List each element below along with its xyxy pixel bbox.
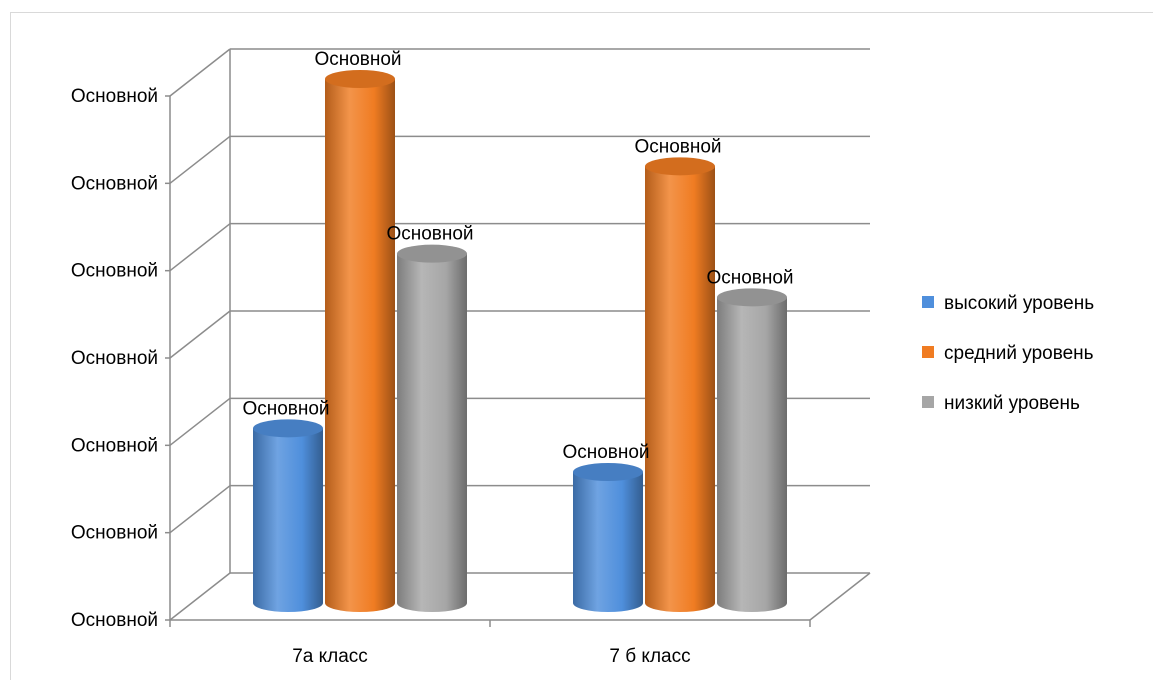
legend: высокий уровень средний уровень низкий уро… bbox=[922, 293, 1094, 414]
legend-label: низкий уровень bbox=[944, 393, 1080, 414]
legend-swatch bbox=[922, 346, 934, 358]
gridline-depth bbox=[169, 310, 231, 359]
bar-top bbox=[573, 463, 643, 481]
axes bbox=[165, 95, 811, 627]
legend-label: высокий уровень bbox=[944, 293, 1094, 314]
data-labels: Основной Основной Основной Основной Основной… bbox=[242, 49, 793, 463]
gridline-depth bbox=[169, 48, 231, 97]
bar-top bbox=[397, 244, 467, 263]
y-tick-label: Основной bbox=[71, 610, 158, 631]
bar-body bbox=[645, 166, 715, 613]
y-tick-label: Основной bbox=[71, 523, 158, 544]
gridline-depth bbox=[169, 485, 231, 534]
x-tick-label: 7 б класс bbox=[609, 646, 690, 667]
data-label: Основной bbox=[386, 224, 473, 245]
data-label: Основной bbox=[314, 49, 401, 70]
bar-body bbox=[573, 472, 643, 612]
bar bbox=[645, 157, 715, 613]
data-label: Основной bbox=[562, 442, 649, 463]
bar bbox=[397, 244, 467, 612]
bar-body bbox=[397, 253, 467, 612]
floor-edge bbox=[809, 572, 871, 621]
x-tick-labels: 7а класс 7 б класс bbox=[292, 646, 690, 667]
y-tick-labels: Основной Основной Основной Основной Основной… bbox=[71, 86, 158, 631]
legend-swatch bbox=[922, 296, 934, 308]
bars bbox=[253, 70, 787, 613]
bar-top bbox=[645, 157, 715, 176]
gridline-depth bbox=[169, 135, 231, 184]
y-tick-label: Основной bbox=[71, 86, 158, 107]
bar-top bbox=[717, 288, 787, 307]
data-label: Основной bbox=[242, 398, 329, 419]
y-tick-label: Основной bbox=[71, 348, 158, 369]
bar-body bbox=[717, 297, 787, 612]
y-tick-label: Основной bbox=[71, 435, 158, 456]
gridline-depth bbox=[169, 572, 231, 621]
bar bbox=[253, 419, 323, 612]
legend-label: средний уровень bbox=[944, 343, 1094, 364]
legend-swatch bbox=[922, 396, 934, 408]
y-tick-label: Основной bbox=[71, 173, 158, 194]
bar-top bbox=[253, 419, 323, 438]
data-label: Основной bbox=[634, 136, 721, 157]
bar bbox=[573, 463, 643, 612]
gridline-depth bbox=[169, 223, 231, 272]
x-tick-label: 7а класс bbox=[292, 646, 368, 667]
data-label: Основной bbox=[706, 267, 793, 288]
bar-top bbox=[325, 70, 395, 88]
chart-frame bbox=[10, 12, 1153, 680]
gridline-depth bbox=[169, 397, 231, 446]
bar bbox=[325, 70, 395, 612]
bar-body bbox=[325, 79, 395, 612]
y-tick-label: Основной bbox=[71, 261, 158, 282]
bar bbox=[717, 288, 787, 612]
bar-body bbox=[253, 428, 323, 612]
